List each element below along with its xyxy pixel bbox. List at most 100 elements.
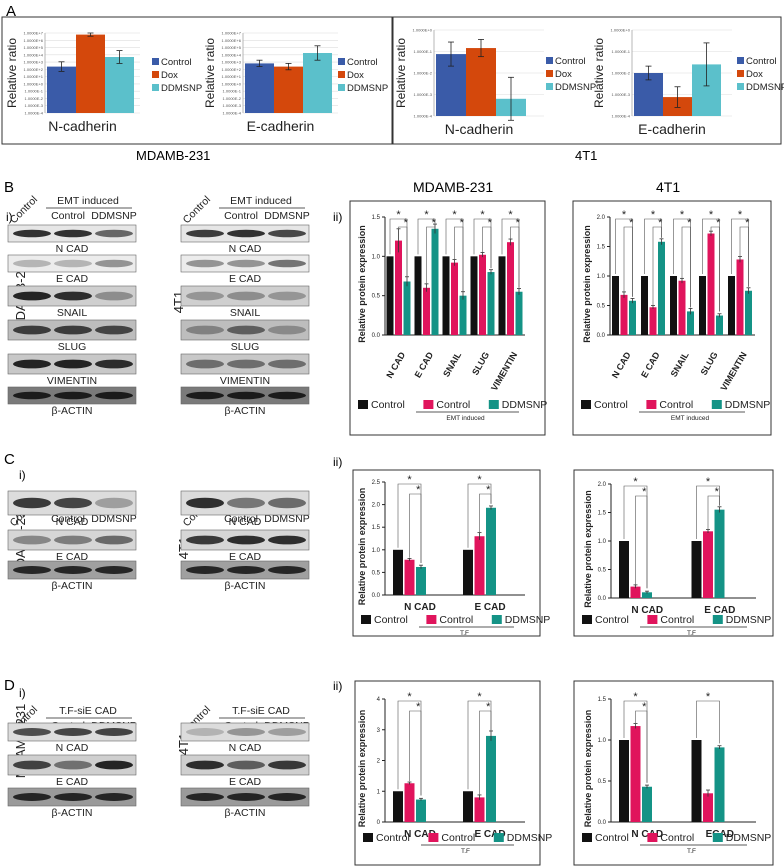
legend-label: Control xyxy=(441,832,475,844)
y-axis-label: Relative protein expression xyxy=(357,225,367,343)
legend-swatch xyxy=(737,57,744,64)
blot-label-e-cad: E CAD xyxy=(229,776,262,788)
legend-label: Control xyxy=(161,57,192,68)
significance-star: * xyxy=(486,484,491,496)
blot-band xyxy=(227,325,265,335)
lane-group-label: EMT induced xyxy=(230,195,292,207)
tick-label: 1.0000E+1 xyxy=(24,74,44,79)
legend-swatch xyxy=(711,400,722,409)
tick-label: 1.0000E+1 xyxy=(222,74,242,79)
panel-label-d: D xyxy=(4,677,15,694)
y-axis-label: Relative protein expression xyxy=(357,710,367,828)
section-b-chart-4t1: 0.0 0.5 1.0 1.5 2.0 Relative protein expressi… xyxy=(572,200,772,436)
blot-label-n-cad: N CAD xyxy=(56,516,89,528)
significance-bracket xyxy=(623,226,633,297)
bar-snail xyxy=(451,262,458,335)
blot-band xyxy=(227,760,265,770)
section-b-chart-mdamb: 0.0 0.5 1.0 1.5 Relative protein expression *… xyxy=(349,200,547,436)
bar-e-cad xyxy=(423,287,430,335)
blot-band xyxy=(13,728,51,736)
category-label: N CAD xyxy=(631,829,663,840)
blot-band xyxy=(54,325,92,335)
significance-star: * xyxy=(486,701,491,713)
bar-ecad xyxy=(691,740,702,822)
blot-band xyxy=(268,291,306,301)
section-a-chart-mdamb-e: 1.0000E+7 1.0000E+6 1.0000E+5 1.0000E+4 1.00… xyxy=(203,31,388,135)
bar-n-cad xyxy=(404,559,415,595)
group-label: T.F xyxy=(687,630,696,637)
legend-label: DDMSNP xyxy=(726,614,772,626)
group-label: EMT induced xyxy=(446,415,485,422)
blot-band xyxy=(13,359,51,369)
section-b-title-mdamb: MDAMB-231 xyxy=(413,179,493,195)
bar-e-cad xyxy=(703,531,713,598)
blot-label-snail: SNAIL xyxy=(230,307,261,319)
tick-label: 1.0000E+0 xyxy=(222,81,242,86)
tick-label: 1.0000E-4 xyxy=(223,111,242,116)
category-label: SLUG xyxy=(470,350,491,377)
blot-band xyxy=(54,359,92,369)
tick-label: 1.0000E-1 xyxy=(414,49,433,54)
blot-band xyxy=(95,760,133,770)
significance-star: * xyxy=(633,691,638,703)
legend-swatch xyxy=(152,71,159,78)
section-a-charts: 1.0000E+7 1.0000E+6 1.0000E+5 1.0000E+4 1.00… xyxy=(5,28,784,138)
blot-band xyxy=(95,229,133,238)
blot-label--actin: β-ACTIN xyxy=(51,807,92,819)
chart-frame xyxy=(573,469,774,637)
significance-star: * xyxy=(432,217,437,229)
chart-frame xyxy=(349,200,546,436)
blot-label-n-cad: N CAD xyxy=(229,243,262,255)
legend-swatch xyxy=(582,615,592,624)
tick-label: 1.0000E+5 xyxy=(222,45,242,50)
legend-swatch xyxy=(546,70,553,77)
blot-band xyxy=(268,325,306,335)
bar-slug xyxy=(699,276,706,335)
tick-label: 1.0000E-2 xyxy=(25,96,44,101)
y-tick-label: 4 xyxy=(377,697,381,703)
legend-swatch xyxy=(546,57,553,64)
tick-label: 1.0000E+7 xyxy=(222,31,242,36)
significance-star: * xyxy=(633,476,638,488)
bar-control xyxy=(47,66,76,113)
significance-bracket xyxy=(409,493,422,563)
blot-band xyxy=(186,760,224,770)
y-tick-label: 0.0 xyxy=(598,820,607,826)
legend-label: DDMSNP xyxy=(555,82,596,93)
section-d-chart-4t1: 0.0 0.5 1.0 1.5 Relative protein expression *… xyxy=(573,680,774,866)
blot-band xyxy=(268,359,306,369)
significance-star: * xyxy=(716,217,721,229)
panel-label-b-ii: ii) xyxy=(333,210,342,224)
blot-band xyxy=(13,497,51,509)
legend-swatch xyxy=(488,400,499,409)
blot-band xyxy=(227,291,265,301)
blot-band xyxy=(227,535,265,545)
y-tick-label: 1.5 xyxy=(597,245,606,251)
legend-label: Control xyxy=(371,399,405,411)
group-label: T.F xyxy=(460,630,469,637)
blot-band xyxy=(227,793,265,801)
y-tick-label: 2.0 xyxy=(372,503,381,509)
blot-band xyxy=(95,566,133,574)
significance-star: * xyxy=(516,217,521,229)
legend-swatch xyxy=(737,83,744,90)
blot-label-e-cad: E CAD xyxy=(56,551,89,563)
y-tick-label: 1.0 xyxy=(372,254,381,260)
bar-vimentin xyxy=(728,276,735,335)
blot-band xyxy=(268,229,306,238)
lane-sub-label: Control xyxy=(51,210,85,222)
legend-swatch xyxy=(491,615,502,624)
blot-label--actin: β-ACTIN xyxy=(224,807,265,819)
legend-label: Control xyxy=(594,399,628,411)
blot-band xyxy=(186,497,224,509)
legend-label: DDMSNP xyxy=(505,614,551,626)
bar-n-cad xyxy=(395,240,402,335)
category-label: N CAD xyxy=(384,350,407,380)
blot-strip xyxy=(7,529,137,551)
legend-label: DDMSNP xyxy=(726,832,772,844)
blot-band xyxy=(268,535,306,545)
